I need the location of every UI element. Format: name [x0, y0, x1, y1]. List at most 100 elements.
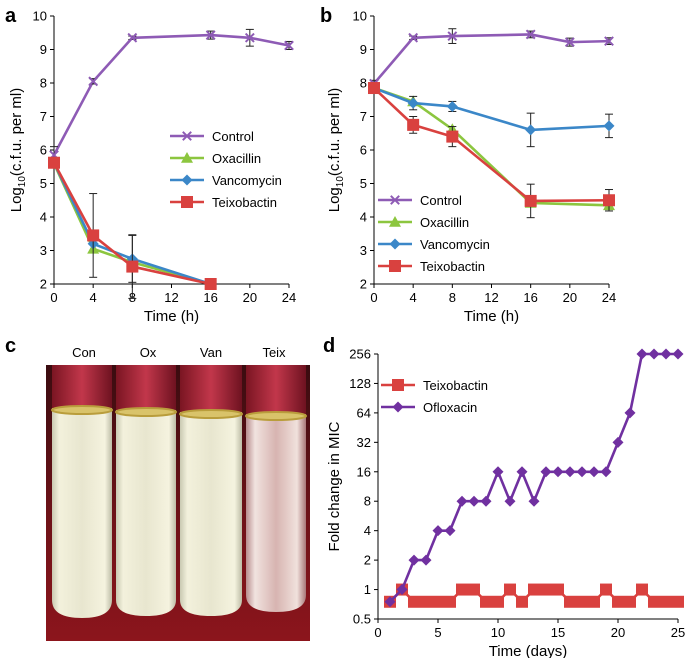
ofloxacin-point [528, 495, 540, 507]
x-tick-label: 16 [523, 290, 537, 305]
control-point [564, 37, 575, 48]
panel-label-d: d [323, 335, 335, 357]
y-tick-label: 2 [364, 553, 371, 568]
x-tick-label: 25 [671, 625, 685, 640]
x-tick-label: 24 [602, 290, 616, 305]
teixobactin-point [87, 229, 100, 242]
control-point [447, 31, 458, 42]
legend-teixobactin-point [389, 260, 401, 272]
teixobactin-point [624, 595, 636, 608]
y-tick-label: 5 [40, 176, 47, 191]
control-marker-stroke [88, 76, 99, 87]
y-tick-label: 8 [40, 76, 47, 91]
control-point [127, 32, 138, 43]
ofloxacin-point [408, 554, 420, 566]
x-tick-label: 4 [410, 290, 417, 305]
teixobactin-point [528, 583, 540, 596]
legend-control-marker-stroke [182, 131, 192, 141]
x-tick-label: 16 [203, 290, 217, 305]
x-tick-label: 0 [374, 625, 381, 640]
teixobactin-point [552, 583, 564, 596]
ofloxacin-point [540, 466, 552, 478]
panel-label-c: c [5, 335, 16, 357]
legend-label-ofloxacin: Ofloxacin [423, 400, 477, 415]
legend-oxacillin-point [389, 216, 401, 227]
y-tick-label: 7 [360, 109, 367, 124]
y-tick-label: 2 [40, 277, 47, 292]
y-axis-title-part: Log [326, 187, 343, 212]
control-point [244, 32, 255, 43]
legend-item-teixobactin: Teixobactin [378, 259, 485, 274]
control-point [525, 29, 536, 40]
series-teixobactin [384, 583, 684, 608]
control-marker-stroke [564, 37, 575, 48]
y-tick-label: 3 [40, 243, 47, 258]
control-point [604, 36, 614, 47]
y-axis-title: Fold change in MIC [326, 421, 343, 551]
legend-control-point [182, 131, 192, 141]
teixobactin-point [672, 595, 684, 608]
x-tick-label: 15 [551, 625, 565, 640]
y-tick-label: 64 [357, 405, 371, 420]
tube-ox [115, 365, 177, 616]
legend-vancomycin-point [389, 238, 401, 250]
y-tick-label: 6 [40, 143, 47, 158]
x-tick-label: 20 [243, 290, 257, 305]
tube-label-ox: Ox [140, 345, 157, 360]
panel-label-a: a [5, 5, 17, 27]
vancomycin-point [446, 100, 458, 112]
legend-label-oxacillin: Oxacillin [212, 151, 261, 166]
y-tick-label: 4 [40, 210, 47, 225]
ofloxacin-point [480, 495, 492, 507]
y-tick-label: 5 [360, 176, 367, 191]
teixobactin-point [480, 595, 492, 608]
legend-item-teixobactin: Teixobactin [381, 378, 488, 393]
ofloxacin-point [612, 436, 624, 448]
x-tick-label: 12 [484, 290, 498, 305]
y-tick-label: 9 [360, 42, 367, 57]
tube-con [51, 365, 113, 618]
ofloxacin-point [552, 466, 564, 478]
legend-item-vancomycin: Vancomycin [170, 173, 282, 188]
teixobactin-point [48, 156, 60, 169]
ofloxacin-point [588, 466, 600, 478]
y-tick-label: 4 [360, 210, 367, 225]
control-point [205, 30, 216, 41]
teixobactin-point [204, 278, 217, 290]
legend-control-marker-stroke [390, 195, 400, 205]
vancomycin-point [407, 97, 419, 109]
y-tick-label: 9 [40, 42, 47, 57]
series-control [369, 28, 614, 89]
vancomycin-point [603, 120, 615, 132]
y-tick-label: 6 [360, 143, 367, 158]
teixobactin-point [516, 595, 528, 608]
control-marker-stroke [408, 32, 419, 43]
legend-teixobactin-point [181, 196, 193, 208]
teixobactin-point [636, 583, 648, 596]
vancomycin-point [525, 124, 537, 136]
ofloxacin-point [384, 596, 396, 608]
x-tick-label: 20 [563, 290, 577, 305]
x-tick-label: 4 [90, 290, 97, 305]
teixobactin-point [576, 595, 588, 608]
ofloxacin-point [516, 466, 528, 478]
y-tick-label: 8 [364, 494, 371, 509]
teixobactin-point [444, 595, 456, 608]
y-tick-label: 10 [33, 9, 47, 24]
ofloxacin-point [600, 466, 612, 478]
x-tick-label: 10 [491, 625, 505, 640]
legend-item-ofloxacin: Ofloxacin [381, 400, 477, 415]
legend-item-teixobactin: Teixobactin [170, 195, 277, 210]
x-tick-label: 0 [370, 290, 377, 305]
y-tick-label: 3 [360, 243, 367, 258]
control-marker-stroke [244, 32, 255, 43]
series-vancomycin [368, 82, 615, 148]
ofloxacin-point [648, 348, 660, 360]
legend-ofloxacin-point [392, 401, 404, 413]
control-marker-stroke [127, 32, 138, 43]
control-marker-stroke [205, 30, 216, 41]
y-axis-title: Log10(c.f.u. per ml) [8, 88, 28, 213]
teixobactin-point [504, 583, 516, 596]
ofloxacin-point [624, 407, 636, 419]
